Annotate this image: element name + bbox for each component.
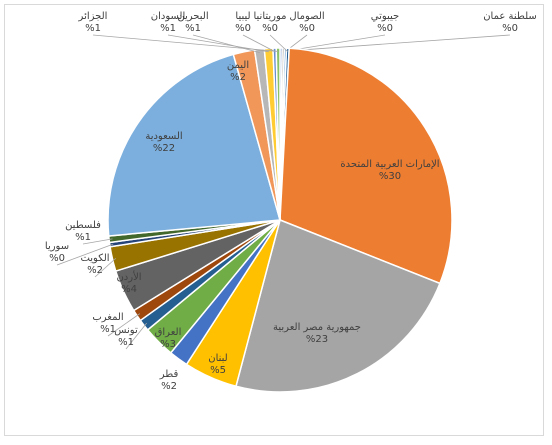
- leader-line: [269, 34, 288, 52]
- slice-label: فلسطين %1: [65, 220, 101, 243]
- slice-label: السعودية %22: [145, 131, 182, 154]
- slice-label: الإمارات العربية المتحدة %30: [340, 159, 439, 182]
- slice-label: الكويت %2: [80, 253, 109, 276]
- slice-label: الجزائر %1: [78, 11, 108, 34]
- slice-label: قطر %2: [159, 369, 179, 392]
- leader-line: [82, 238, 113, 245]
- pie-slice: [279, 47, 453, 285]
- leader-line: [94, 257, 117, 278]
- slice-label: جيبوتي %0: [371, 11, 400, 34]
- pie-slice: [275, 47, 281, 221]
- slice-label: ليبيا %0: [235, 11, 251, 34]
- slice-label: البحرين %1: [177, 11, 208, 34]
- chart-area: سلطنة عمان %0 جيبوتي %0 الصومال %0 موريتانيا %0…: [4, 4, 544, 436]
- slice-label: تونس %1: [114, 325, 138, 348]
- slice-label: موريتانيا %0: [253, 11, 286, 34]
- pie-slice: [235, 218, 441, 393]
- leader-line: [56, 243, 114, 266]
- leader-line: [92, 34, 279, 52]
- leader-line: [192, 34, 260, 54]
- slice-label: جمهورية مصر العربية %23: [273, 322, 361, 345]
- leader-line: [125, 322, 147, 350]
- slice-label: الأردن %4: [116, 270, 141, 295]
- leader-line: [242, 34, 275, 52]
- slice-label: السودان %1: [151, 11, 186, 34]
- slice-label: سوريا %0: [45, 241, 69, 264]
- slice-label: الصومال %0: [289, 11, 324, 34]
- slice-label: العراق %3: [155, 327, 182, 350]
- slice-label: المغرب %1: [92, 312, 123, 335]
- slice-label: اليمن %2: [227, 60, 249, 83]
- leader-line: [281, 34, 511, 52]
- leader-line: [107, 313, 141, 337]
- pie-slice: [107, 53, 281, 237]
- slice-label: سلطنة عمان %0: [483, 11, 537, 34]
- slice-label: لبنان %5: [208, 353, 227, 376]
